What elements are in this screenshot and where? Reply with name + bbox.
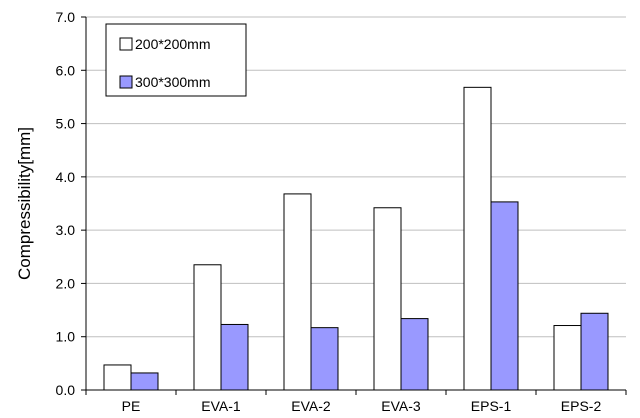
bar	[283, 193, 312, 391]
y-tick-label: 7.0	[56, 9, 76, 25]
y-tick-label: 4.0	[56, 169, 76, 185]
bar	[553, 325, 582, 391]
y-tick-label: 0.0	[56, 382, 76, 398]
y-axis-title: Compressibility[mm]	[15, 127, 34, 280]
y-tick-label: 2.0	[56, 275, 76, 291]
bar	[220, 323, 249, 391]
legend-swatch-200	[119, 37, 133, 51]
x-tick-label: EPS-1	[471, 398, 512, 414]
legend-swatch-300	[119, 75, 133, 89]
legend-label-300: 300*300mm	[135, 74, 211, 90]
y-tick-labels: 0.0 1.0 2.0 3.0 4.0 5.0 6.0 7.0	[56, 9, 86, 398]
bar	[463, 86, 492, 391]
x-tick-label: PE	[122, 398, 141, 414]
bar	[373, 207, 402, 391]
y-tick-label: 6.0	[56, 62, 76, 78]
x-tick-label: EVA-3	[381, 398, 421, 414]
bar	[103, 364, 132, 391]
y-tick-label: 5.0	[56, 116, 76, 132]
x-tick-labels: PE EVA-1 EVA-2 EVA-3 EPS-1 EPS-2	[85, 390, 627, 414]
bar	[490, 201, 519, 391]
y-tick-label: 3.0	[56, 222, 76, 238]
legend-label-200: 200*200mm	[135, 36, 211, 52]
legend: 200*200mm 300*300mm	[105, 23, 247, 97]
bar	[310, 327, 339, 391]
bar	[193, 264, 222, 391]
x-tick-label: EPS-2	[561, 398, 602, 414]
y-tick-label: 1.0	[56, 329, 76, 345]
bar	[130, 372, 159, 391]
bar	[400, 318, 429, 391]
x-tick-label: EVA-2	[291, 398, 331, 414]
x-tick-label: EVA-1	[201, 398, 241, 414]
bar	[580, 312, 609, 391]
bars	[103, 86, 609, 391]
